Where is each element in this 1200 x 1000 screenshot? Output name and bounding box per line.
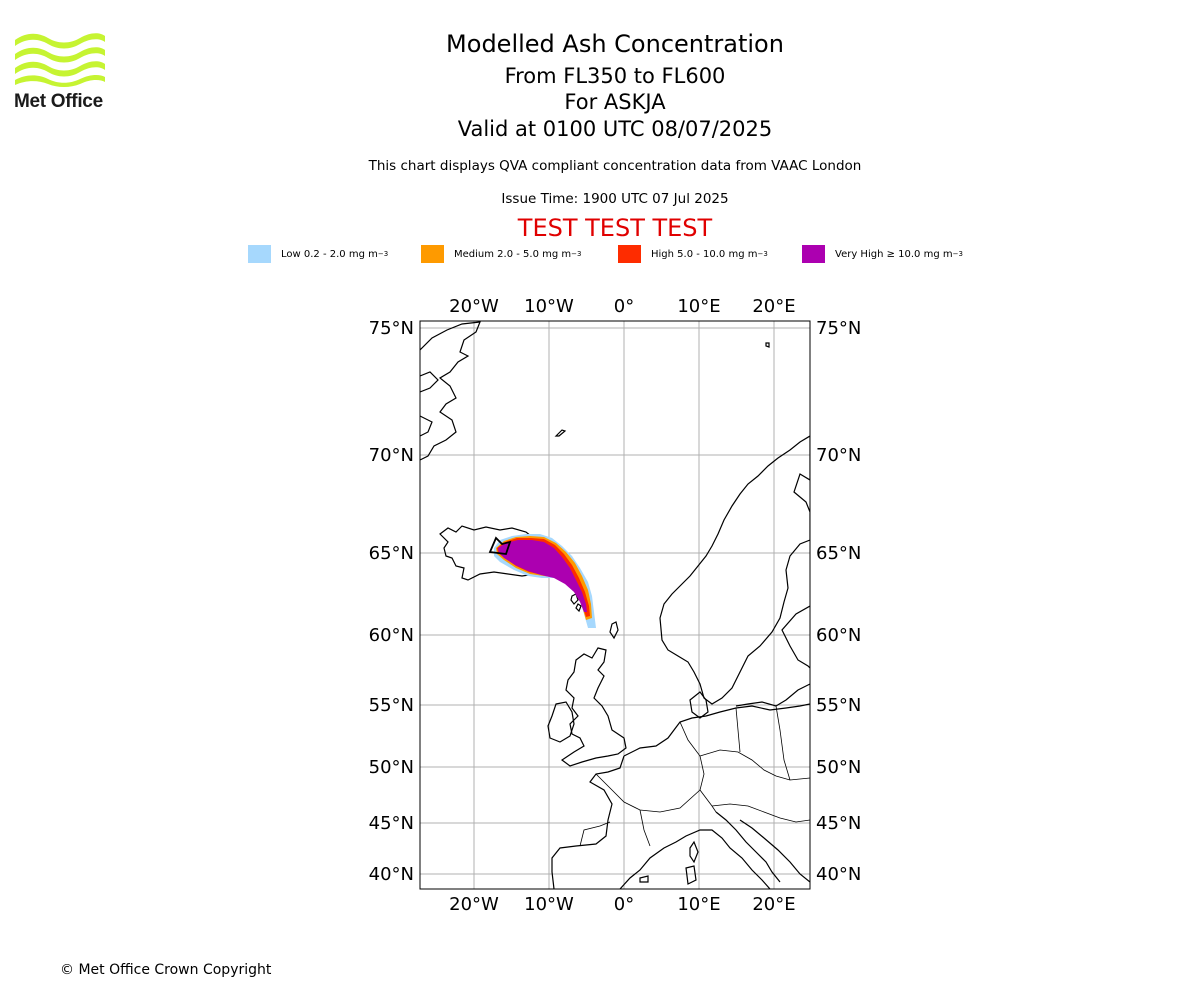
lat-label-left-70n: 70°N (369, 445, 414, 466)
legend-swatch-high (618, 245, 641, 263)
lon-label-top-10w: 10°W (524, 296, 574, 317)
lat-label-left-50n: 50°N (369, 757, 414, 778)
baltic-coast (781, 605, 810, 669)
lon-label-bottom-10e: 10°E (677, 894, 720, 915)
ash-cloud (494, 534, 596, 628)
legend-swatch-medium (421, 245, 444, 263)
map-frame (419, 320, 811, 890)
corsica (689, 840, 699, 864)
lon-label-bottom-20e: 20°E (752, 894, 795, 915)
country-borders (579, 705, 810, 847)
title-line-4: Valid at 0100 UTC 08/07/2025 (457, 117, 773, 141)
lat-label-left-65n: 65°N (369, 543, 414, 564)
legend-item-low: Low 0.2 - 2.0 mg m −3 (248, 244, 388, 264)
lon-label-top-10e: 10°E (677, 296, 720, 317)
ireland-coast (547, 701, 575, 743)
sardinia (685, 865, 697, 885)
legend-item-high: High 5.0 - 10.0 mg m −3 (618, 244, 768, 264)
issue-time: Issue Time: 1900 UTC 07 Jul 2025 (501, 191, 729, 207)
title-line-1: Modelled Ash Concentration (446, 30, 784, 58)
lon-label-bottom-10w: 10°W (524, 894, 574, 915)
lat-label-right-65n: 65°N (816, 543, 861, 564)
lon-label-top-20e: 20°E (752, 296, 795, 317)
shetland (609, 621, 619, 640)
lon-label-bottom-20w: 20°W (449, 894, 499, 915)
europe-coast (623, 703, 810, 757)
met-office-logo: Met Office (14, 30, 106, 112)
title-line-3: For ASKJA (564, 90, 666, 114)
legend-unit-very-high: −3 (952, 250, 963, 258)
lat-label-left-75n: 75°N (369, 318, 414, 339)
legend-swatch-low (248, 245, 271, 263)
lon-label-top-0: 0° (614, 296, 634, 317)
great-britain-coast (560, 647, 627, 767)
legend-unit-medium: −3 (571, 250, 582, 258)
lat-label-left-55n: 55°N (369, 695, 414, 716)
lat-label-right-60n: 60°N (816, 625, 861, 646)
denmark-coast (689, 691, 709, 719)
legend-label-high: High 5.0 - 10.0 mg m (651, 248, 758, 260)
greenland-coast (420, 321, 481, 461)
greenland-fjord-2 (420, 415, 433, 437)
lat-label-right-50n: 50°N (816, 757, 861, 778)
legend-label-medium: Medium 2.0 - 5.0 mg m (454, 248, 572, 260)
map-gridlines (420, 321, 810, 889)
coastlines (420, 321, 810, 889)
legend-unit-high: −3 (757, 250, 768, 258)
scandinavia-coast (659, 435, 810, 705)
lon-label-bottom-0: 0° (614, 894, 634, 915)
legend-unit-low: −3 (377, 250, 389, 258)
lat-label-left-40n: 40°N (369, 864, 414, 885)
france-spain-coast (551, 755, 625, 889)
lat-label-left-60n: 60°N (369, 625, 414, 646)
greenland-fjord (420, 371, 439, 393)
baltic-coast-2 (735, 683, 810, 707)
mallorca (639, 875, 649, 883)
lat-labels-right: 75°N 70°N 65°N 60°N 55°N 50°N 45°N 40°N (816, 318, 861, 885)
lat-labels-left: 75°N 70°N 65°N 60°N 55°N 50°N 45°N 40°N (369, 318, 414, 885)
lat-label-right-40n: 40°N (816, 864, 861, 885)
chart-subtitle: This chart displays QVA compliant concen… (368, 158, 862, 174)
title-line-2: From FL350 to FL600 (504, 64, 726, 88)
italy-coast (715, 811, 781, 883)
askja-volcano-marker (488, 536, 512, 555)
legend-item-medium: Medium 2.0 - 5.0 mg m −3 (421, 244, 581, 264)
legend-swatch-very-high (802, 245, 825, 263)
lon-labels-bottom: 20°W 10°W 0° 10°E 20°E (449, 894, 795, 915)
lon-labels-top: 20°W 10°W 0° 10°E 20°E (449, 296, 795, 317)
lat-label-right-45n: 45°N (816, 813, 861, 834)
legend-item-very-high: Very High ≥ 10.0 mg m −3 (802, 244, 963, 264)
jan-mayen (554, 429, 567, 437)
faroe-islands-2 (575, 603, 582, 613)
copyright-notice: © Met Office Crown Copyright (60, 962, 272, 978)
lat-label-right-70n: 70°N (816, 445, 861, 466)
ash-very-high-region (498, 540, 587, 612)
legend-label-very-high: Very High ≥ 10.0 mg m (835, 248, 953, 260)
lon-label-top-20w: 20°W (449, 296, 499, 317)
bear-island (765, 342, 770, 348)
test-banner: TEST TEST TEST (517, 214, 713, 242)
med-coast (619, 829, 771, 889)
lat-label-left-45n: 45°N (369, 813, 414, 834)
adriatic-coast (739, 819, 810, 883)
met-office-waves-icon (15, 33, 105, 87)
legend-label-low: Low 0.2 - 2.0 mg m (281, 248, 378, 260)
logo-text: Met Office (14, 91, 103, 112)
lat-label-right-75n: 75°N (816, 318, 861, 339)
lat-label-right-55n: 55°N (816, 695, 861, 716)
faroe-islands (570, 593, 579, 605)
